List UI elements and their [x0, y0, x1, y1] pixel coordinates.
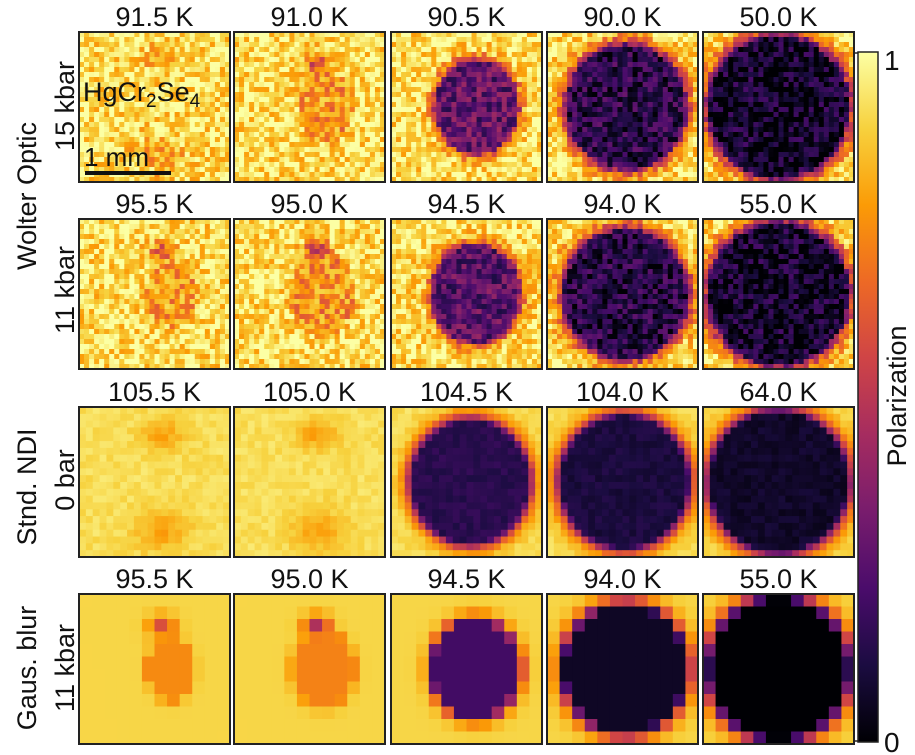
image-panel [233, 593, 386, 745]
temperature-label: 104.5 K [420, 377, 513, 407]
image-panel [702, 218, 855, 370]
group-label-wolter-optic: Wolter Optic [12, 122, 42, 270]
temperature-label: 105.5 K [108, 377, 201, 407]
pressure-label-row-2: 11 kbar [50, 246, 80, 334]
image-panel [78, 31, 231, 183]
sample-label: HgCr2Se4 [83, 77, 201, 112]
temperature-label: 105.0 K [263, 377, 356, 407]
image-panel [233, 218, 386, 370]
temperature-label: 90.5 K [427, 2, 505, 32]
image-panel [546, 593, 699, 745]
group-label-stnd-ndi: Stnd. NDI [12, 428, 42, 545]
temperature-label: 50.0 K [739, 2, 817, 32]
temperature-label: 64.0 K [739, 377, 817, 407]
temperature-label: 95.5 K [115, 564, 193, 594]
temperature-label: 104.0 K [576, 377, 669, 407]
image-panel [702, 406, 855, 558]
image-panel [390, 593, 543, 745]
temperature-label: 94.5 K [427, 189, 505, 219]
image-panel [702, 31, 855, 183]
scale-bar [85, 171, 171, 175]
temperature-label: 91.5 K [115, 2, 193, 32]
scale-bar-label: 1 mm [84, 142, 149, 172]
temperature-label: 90.0 K [583, 2, 661, 32]
panel-labels: 91.5 K 91.0 K 90.5 K 90.0 K 50.0 K 95.5 K 95.0… [108, 2, 818, 594]
image-panel [546, 218, 699, 370]
colorbar [857, 51, 879, 743]
temperature-label: 55.0 K [739, 189, 817, 219]
temperature-label: 91.0 K [270, 2, 348, 32]
group-label-gaus-blur: Gaus. blur [12, 606, 42, 731]
temperature-label: 95.0 K [270, 564, 348, 594]
colorbar-max-label: 1 [884, 45, 900, 76]
image-panel [390, 406, 543, 558]
temperature-label: 95.0 K [270, 189, 348, 219]
image-panel [546, 31, 699, 183]
image-panels [78, 31, 855, 745]
temperature-label: 94.0 K [583, 189, 661, 219]
image-panel [78, 406, 231, 558]
image-panel [233, 31, 386, 183]
pressure-label-row-1: 15 kbar [50, 61, 80, 151]
temperature-label: 55.0 K [739, 564, 817, 594]
image-panel [390, 218, 543, 370]
image-panel [78, 218, 231, 370]
image-panel [233, 406, 386, 558]
colorbar-min-label: 0 [884, 727, 900, 755]
image-panel [546, 406, 699, 558]
image-panel [390, 31, 543, 183]
colorbar-title: Polarization [882, 325, 912, 466]
pressure-label-row-4: 11 kbar [50, 624, 80, 712]
image-panel [702, 593, 855, 745]
temperature-label: 94.0 K [583, 564, 661, 594]
temperature-label: 94.5 K [427, 564, 505, 594]
pressure-label-row-3: 0 bar [50, 449, 80, 511]
image-panel [78, 593, 231, 745]
temperature-label: 95.5 K [115, 189, 193, 219]
